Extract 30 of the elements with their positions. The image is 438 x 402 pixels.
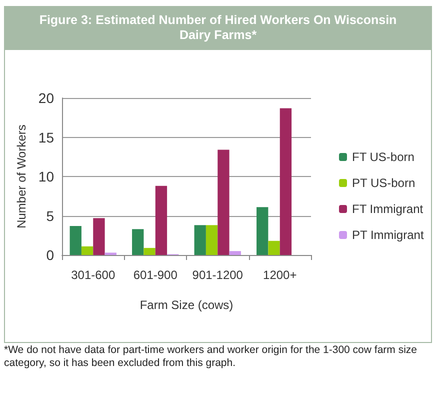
x-axis-title: Farm Size (cows) (140, 298, 234, 312)
bar (194, 225, 206, 255)
bar (218, 150, 230, 255)
chart-title: Figure 3: Estimated Number of Hired Workers On Wisconsin Dairy Farms* (4, 6, 432, 50)
bar (132, 229, 144, 255)
x-tick-label: 1200+ (263, 268, 297, 282)
legend-label: FT US-born (352, 150, 414, 164)
bar (70, 226, 82, 255)
legend-label: PT US-born (352, 176, 416, 190)
y-tick-label: 20 (38, 90, 54, 106)
bar (256, 207, 268, 255)
bar (155, 186, 168, 255)
bar (229, 251, 241, 255)
bar (144, 248, 156, 255)
bar (280, 108, 292, 255)
text: *We do not have data for part-time workers and worker origin for the 1-300 cow farm size category, so it has been excluded from this graph. (4, 344, 418, 370)
x-tick-label: 601-900 (133, 268, 178, 282)
y-tick-label: 15 (38, 129, 54, 146)
legend-label: PT Immigrant (352, 228, 424, 242)
y-tick-label: 0 (46, 247, 54, 263)
bar (81, 246, 94, 255)
y-tick-label: 10 (38, 168, 54, 184)
x-tick-label: 301-600 (71, 268, 116, 282)
bar (206, 225, 218, 255)
y-tick-label: 5 (46, 208, 54, 224)
y-axis-title: Number of Workers (14, 124, 29, 228)
legend-label: FT Immigrant (352, 202, 424, 216)
x-tick-label: 901-1200 (192, 268, 244, 282)
bar (268, 240, 280, 255)
bar (93, 218, 105, 255)
